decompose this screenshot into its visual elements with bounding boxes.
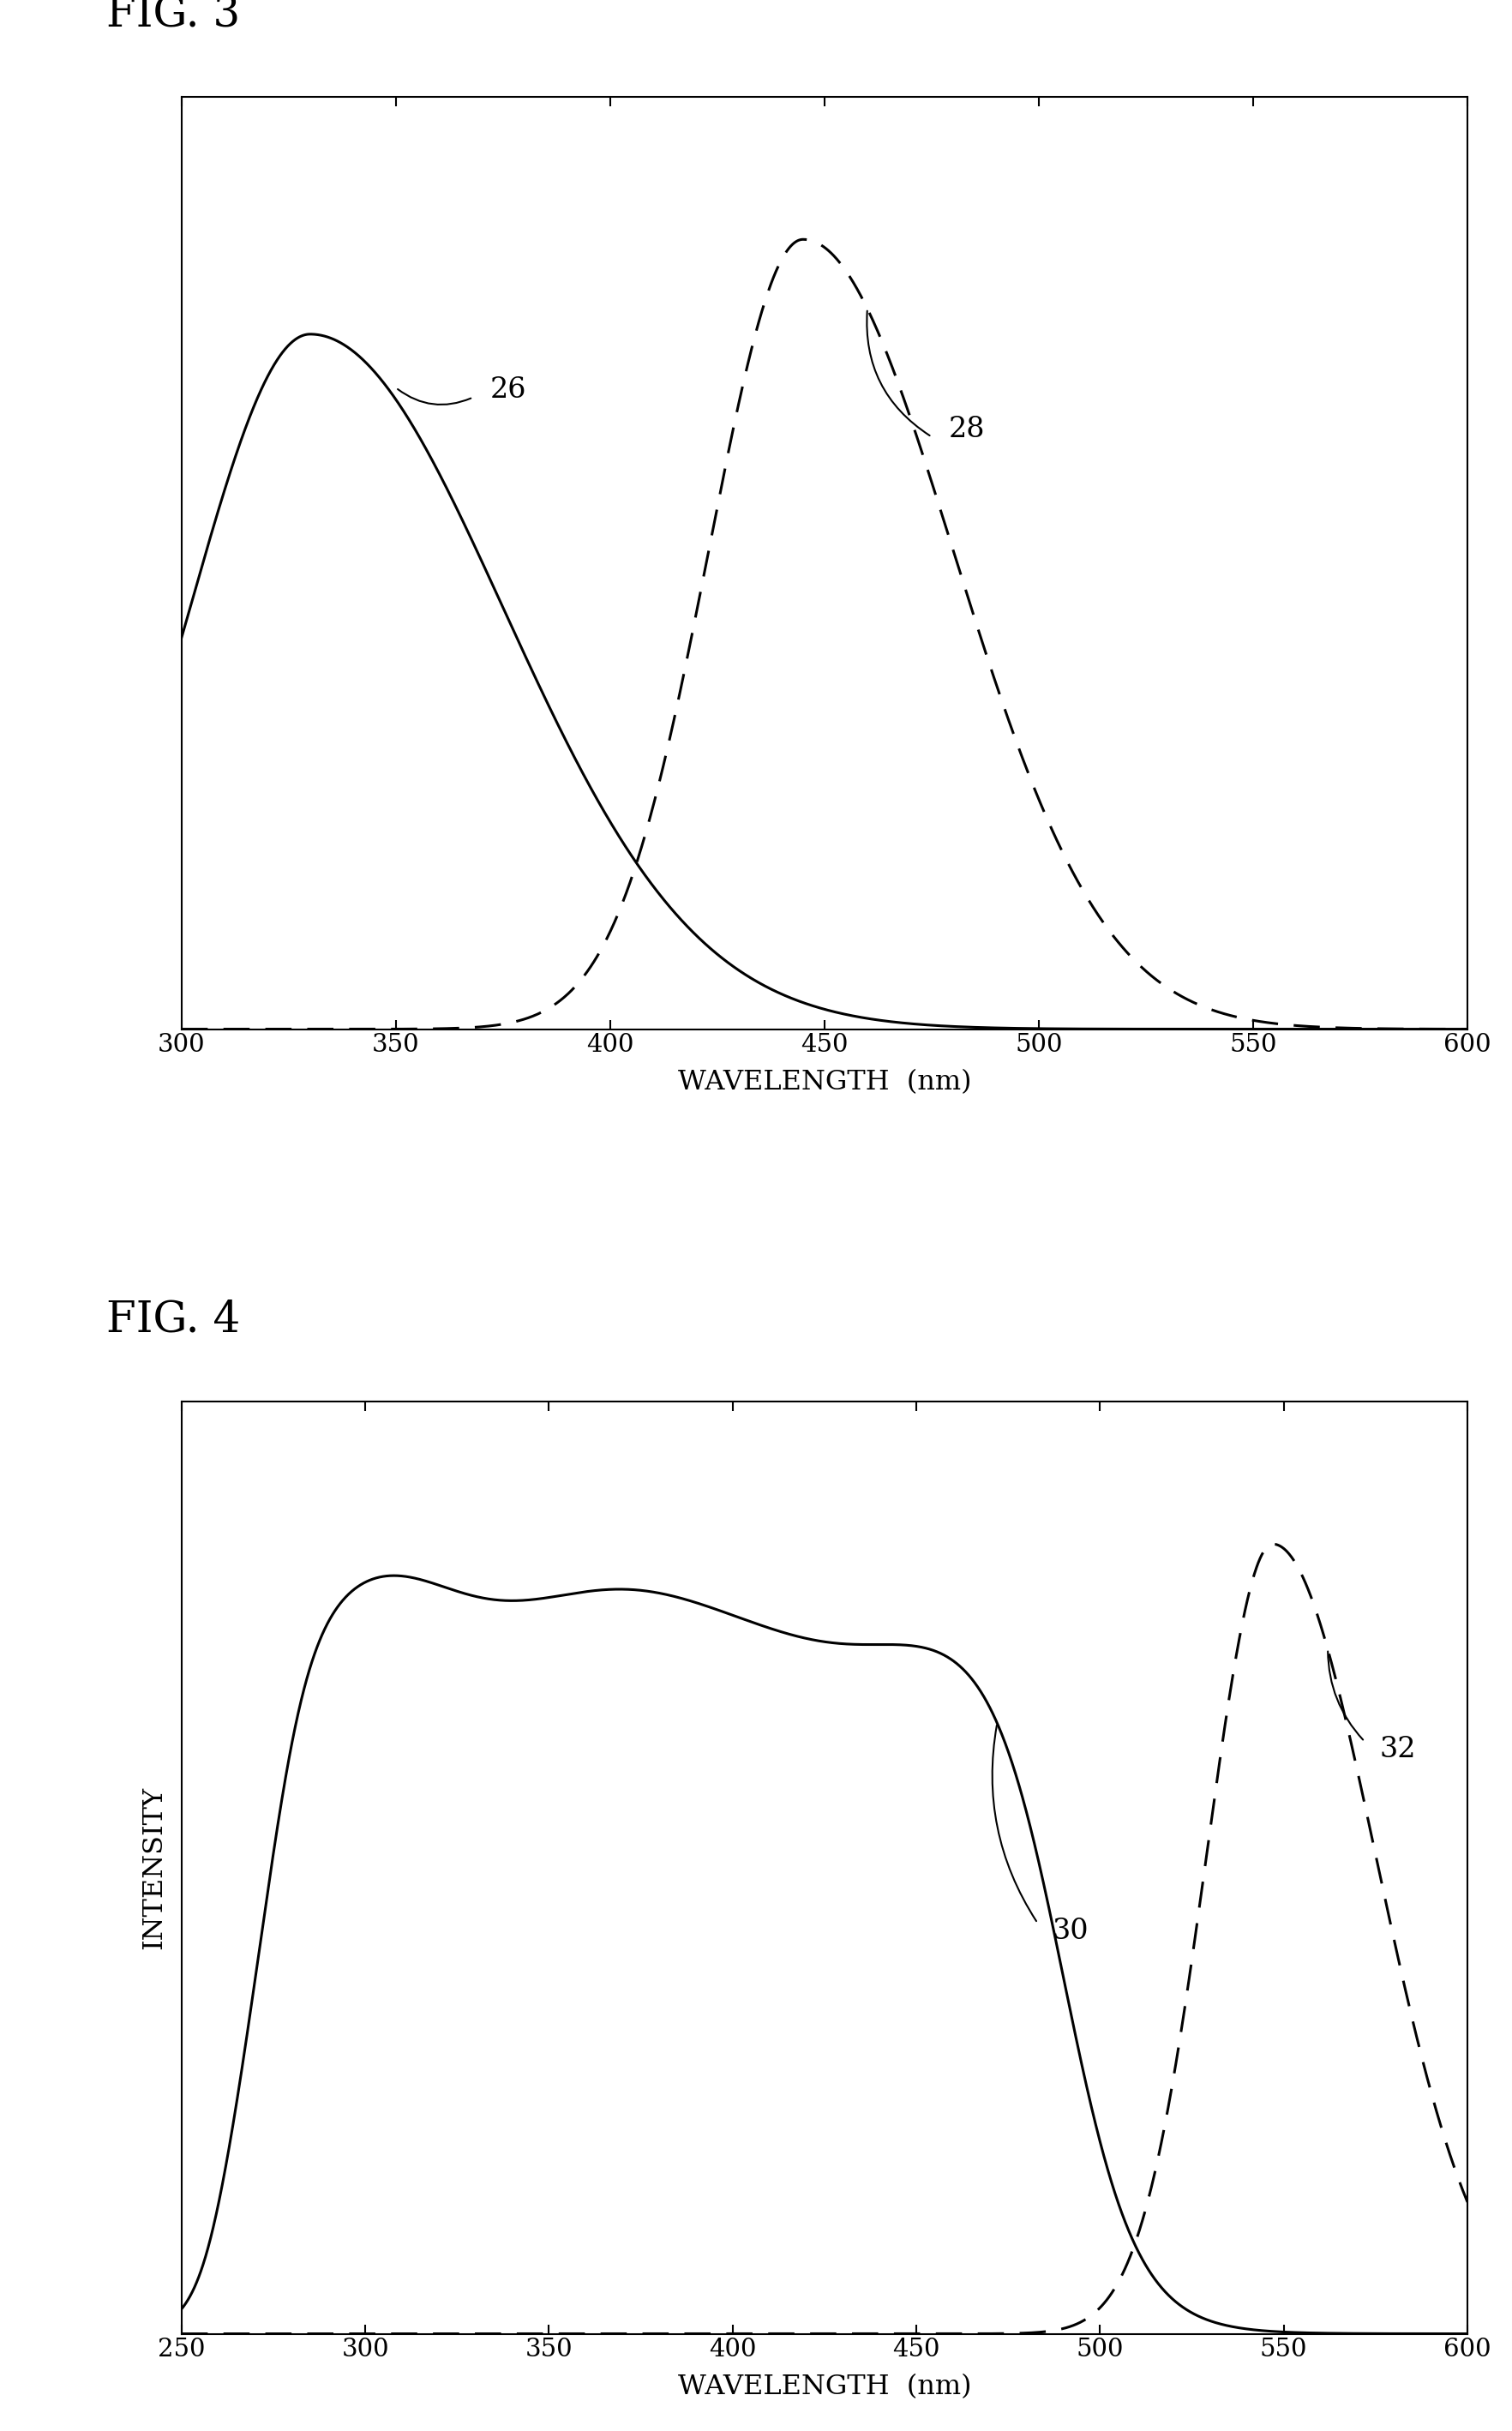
- Text: 28: 28: [948, 416, 984, 442]
- Text: 26: 26: [490, 377, 526, 404]
- Text: 32: 32: [1379, 1736, 1415, 1762]
- Text: 30: 30: [1052, 1918, 1089, 1945]
- X-axis label: WAVELENGTH  (nm): WAVELENGTH (nm): [677, 1070, 971, 1096]
- Text: FIG. 4: FIG. 4: [106, 1298, 240, 1342]
- Y-axis label: INTENSITY: INTENSITY: [141, 1787, 168, 1950]
- X-axis label: WAVELENGTH  (nm): WAVELENGTH (nm): [677, 2373, 971, 2399]
- Text: FIG. 3: FIG. 3: [106, 0, 240, 36]
